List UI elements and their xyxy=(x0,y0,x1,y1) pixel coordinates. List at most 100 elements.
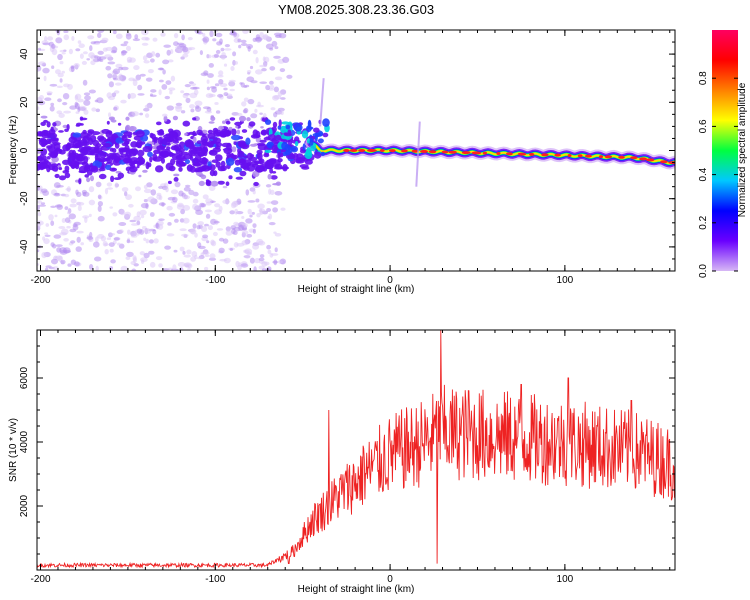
snr-y-tick-label: 2000 xyxy=(19,494,30,517)
noise-speck xyxy=(183,262,192,268)
noise-speck xyxy=(76,236,81,243)
noise-speck xyxy=(120,265,128,271)
noise-speck xyxy=(51,43,56,49)
noise-speck xyxy=(139,251,145,256)
noise-speck xyxy=(170,189,179,195)
track-hotspot xyxy=(668,161,675,165)
noise-speck xyxy=(78,178,82,185)
noise-speck xyxy=(50,102,55,107)
band-speck xyxy=(147,151,153,157)
noise-speck xyxy=(165,186,169,193)
track-hotspot xyxy=(401,149,408,153)
spectrogram-plot-area xyxy=(37,30,675,271)
noise-speck xyxy=(234,121,243,126)
noise-speck xyxy=(108,112,111,118)
noise-speck xyxy=(142,55,148,61)
noise-speck xyxy=(282,56,290,64)
noise-speck xyxy=(46,156,51,160)
noise-speck xyxy=(110,259,116,264)
noise-speck xyxy=(49,105,55,112)
noise-speck xyxy=(250,113,258,119)
noise-speck xyxy=(220,55,226,60)
noise-speck xyxy=(182,93,189,99)
noise-speck xyxy=(186,249,192,255)
noise-speck xyxy=(57,98,62,103)
noise-speck xyxy=(57,53,63,61)
noise-speck xyxy=(109,206,113,209)
noise-speck xyxy=(208,121,215,124)
track-hotspot xyxy=(482,151,487,155)
band-speck xyxy=(133,159,138,164)
noise-speck xyxy=(197,221,204,226)
noise-speck xyxy=(217,74,224,78)
noise-speck xyxy=(235,176,243,180)
noise-speck xyxy=(269,252,274,258)
noise-speck xyxy=(149,212,155,217)
noise-speck xyxy=(261,68,267,72)
band-speck xyxy=(71,145,80,149)
noise-speck xyxy=(266,244,271,250)
noise-speck xyxy=(50,220,55,226)
noise-speck xyxy=(95,108,101,113)
noise-speck xyxy=(121,187,129,192)
noise-speck xyxy=(121,66,129,71)
noise-speck xyxy=(241,230,249,235)
noise-speck xyxy=(240,82,245,88)
noise-speck xyxy=(116,75,123,81)
noise-speck xyxy=(195,209,204,215)
noise-speck xyxy=(266,36,271,41)
noise-speck xyxy=(243,107,249,114)
noise-speck xyxy=(250,80,258,84)
band-speck xyxy=(175,160,185,168)
noise-speck xyxy=(41,252,47,259)
noise-speck xyxy=(164,245,172,250)
transition-speck xyxy=(314,151,322,159)
noise-speck xyxy=(178,190,184,197)
noise-speck xyxy=(97,205,102,212)
transition-speck xyxy=(275,134,282,140)
band-speck xyxy=(245,137,251,145)
noise-speck xyxy=(109,248,114,253)
noise-speck xyxy=(84,174,89,178)
band-speck xyxy=(261,129,267,135)
noise-speck xyxy=(97,32,102,38)
noise-speck xyxy=(245,189,250,196)
noise-speck xyxy=(93,40,101,44)
band-speck xyxy=(69,160,79,169)
band-speck xyxy=(62,144,71,152)
noise-speck xyxy=(46,121,51,128)
noise-speck xyxy=(69,105,77,110)
noise-speck xyxy=(183,254,191,258)
noise-speck xyxy=(247,98,255,105)
noise-speck xyxy=(208,93,216,98)
noise-speck xyxy=(124,211,132,218)
band-speck xyxy=(37,156,43,161)
band-speck xyxy=(92,139,100,147)
noise-speck xyxy=(37,205,40,211)
noise-speck xyxy=(172,115,178,121)
noise-speck xyxy=(62,93,70,100)
noise-speck xyxy=(44,97,52,101)
track-hotspot xyxy=(505,152,513,156)
noise-speck xyxy=(238,224,245,232)
noise-speck xyxy=(44,267,49,271)
noise-speck xyxy=(137,93,145,96)
noise-speck xyxy=(128,203,134,208)
noise-speck xyxy=(64,206,69,211)
noise-speck xyxy=(93,241,100,248)
noise-speck xyxy=(129,219,137,223)
noise-speck xyxy=(198,245,206,250)
noise-speck xyxy=(246,70,252,74)
noise-speck xyxy=(206,240,210,244)
noise-speck xyxy=(110,175,115,182)
band-speck xyxy=(142,145,153,153)
noise-speck xyxy=(130,261,136,265)
noise-speck xyxy=(43,119,49,123)
noise-speck xyxy=(49,83,58,87)
noise-speck xyxy=(143,188,152,194)
noise-speck xyxy=(64,172,71,179)
noise-speck xyxy=(286,74,293,79)
noise-speck xyxy=(59,249,68,255)
